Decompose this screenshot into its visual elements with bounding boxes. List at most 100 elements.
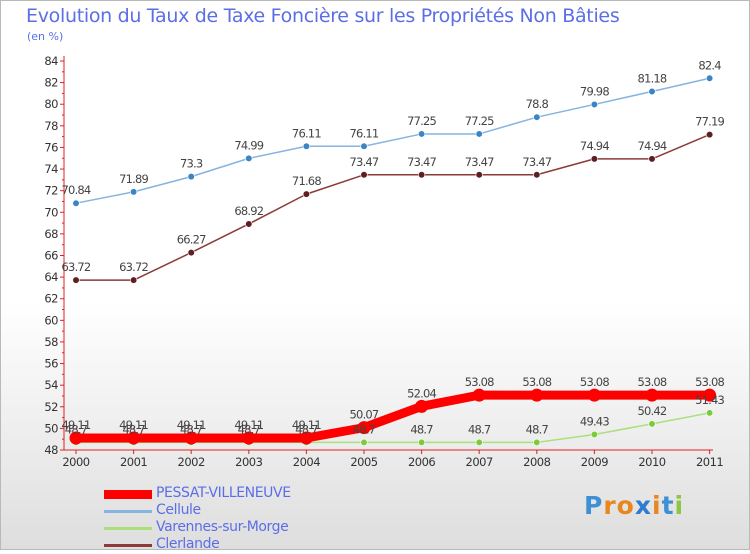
data-point [187,248,195,257]
data-label: 71.89 [119,172,148,186]
data-label: 49.11 [177,418,206,432]
data-label: 49.11 [234,418,263,432]
y-tick-label: 50 [44,421,58,435]
logo-letter: i [652,491,662,520]
data-label: 74.94 [638,139,667,153]
x-tick-label: 2003 [235,455,262,469]
y-tick-label: 80 [44,97,58,111]
legend-swatch [104,544,152,547]
data-label: 82.4 [698,58,721,72]
unit-label: (en %) [27,30,64,43]
data-point [127,431,141,445]
data-label: 53.08 [465,375,494,389]
data-label: 68.92 [234,204,263,218]
data-point [302,190,311,198]
y-tick-label: 76 [44,140,58,154]
x-tick-label: 2000 [62,455,89,469]
y-tick-label: 64 [44,270,58,284]
y-tick-label: 84 [44,54,58,68]
data-label: 48.7 [295,422,318,436]
data-label: 73.3 [180,157,203,171]
x-tick-label: 2005 [350,455,377,469]
data-label: 70.84 [62,183,91,197]
data-point [705,74,714,82]
data-label: 53.08 [638,375,667,389]
data-point [360,171,368,179]
data-label: 48.7 [410,422,433,436]
legend-label: PESSAT-VILLENEUVE [156,485,291,501]
data-label: 48.7 [238,422,261,436]
legend-label: Cellule [156,502,201,518]
data-label: 51.43 [695,393,724,407]
data-point [418,130,426,138]
data-point [590,430,599,439]
data-label: 73.47 [407,155,436,169]
logo-letter: t [661,491,675,520]
x-tick-label: 2007 [466,455,493,469]
data-point [130,276,138,284]
data-point [357,421,371,435]
logo-letter: P [584,491,604,520]
x-tick-label: 2004 [293,455,320,469]
series-line [75,133,711,281]
data-label: 53.08 [580,375,609,389]
data-point [130,188,138,196]
legend-label: Clerlande [156,536,220,552]
legend-label: Varennes-sur-Morge [156,519,289,535]
data-label: 73.47 [465,155,494,169]
data-point [587,388,601,402]
y-tick-label: 66 [44,249,58,263]
x-tick-label: 2009 [581,455,608,469]
data-label: 48.7 [65,422,88,436]
data-point [472,388,486,402]
data-label: 49.11 [62,418,91,432]
data-point [187,173,195,181]
proxiti-logo: Proxiti [584,491,684,520]
data-label: 53.08 [695,375,724,389]
y-tick-label: 52 [44,400,58,414]
y-tick-label: 68 [44,227,58,241]
data-point [418,171,426,179]
x-tick-label: 2001 [120,455,147,469]
legend-swatch [104,510,152,513]
logo-letter: o [616,491,635,520]
data-label: 77.25 [407,114,436,128]
y-tick-label: 74 [44,162,58,176]
x-tick-label: 2008 [523,455,550,469]
series-line [75,77,711,204]
y-tick-label: 70 [44,205,58,219]
data-label: 52.04 [407,386,436,400]
x-tick-label: 2006 [408,455,435,469]
data-label: 48.7 [180,422,203,436]
data-label: 73.47 [522,155,551,169]
data-label: 63.72 [62,260,91,274]
data-point [648,87,656,96]
data-point [72,276,80,284]
data-point [302,142,311,150]
data-point [705,409,714,417]
x-tick-label: 2002 [178,455,205,469]
data-point [648,155,656,163]
data-point [530,388,544,402]
data-label: 48.7 [122,422,145,436]
data-label: 74.99 [234,138,263,152]
y-tick-label: 72 [44,184,58,198]
y-tick-label: 82 [44,76,58,90]
data-label: 73.47 [350,155,379,169]
data-label: 77.25 [465,114,494,128]
data-point [242,431,256,445]
data-label: 49.43 [580,415,609,429]
data-point [475,171,483,179]
data-point [705,130,714,139]
data-label: 66.27 [177,233,206,247]
y-tick-label: 62 [44,292,58,306]
x-tick-label: 2011 [696,455,723,469]
data-point [475,130,483,138]
data-point [590,155,599,163]
chart-title: Evolution du Taux de Taxe Foncière sur l… [26,5,620,27]
series-line [71,390,715,443]
data-point [69,431,83,445]
data-label: 76.11 [292,126,321,140]
